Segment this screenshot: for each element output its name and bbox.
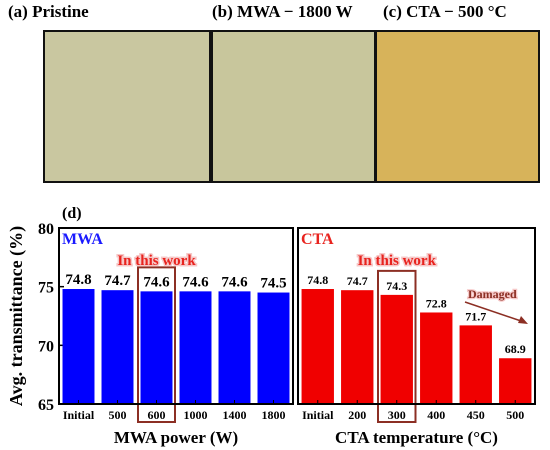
cta-value-label: 71.7	[465, 309, 486, 323]
mwa-x-tick-label: Initial	[63, 408, 95, 422]
caption-pristine: (a) Pristine	[8, 2, 89, 21]
mwa-value-label: 74.8	[65, 272, 91, 288]
cta-value-label: 74.8	[307, 273, 328, 287]
mwa-panel-frame	[58, 227, 294, 405]
cta-highlight-box	[377, 269, 417, 423]
cta-bar	[301, 289, 334, 404]
damaged-arrowhead	[518, 316, 528, 324]
cta-bar	[459, 325, 492, 404]
photo-cta-500c	[375, 30, 540, 183]
mwa-x-tick-label: 1400	[223, 408, 247, 422]
mwa-value-label: 74.6	[221, 274, 248, 290]
mwa-x-tick-label: 600	[148, 408, 166, 422]
cta-value-label: 74.3	[386, 279, 407, 293]
cta-value-label: 74.7	[347, 274, 368, 288]
mwa-value-label: 74.5	[260, 276, 286, 292]
cta-panel-frame	[297, 227, 536, 405]
caption-mwa-1800w: (b) MWA − 1800 W	[212, 2, 353, 21]
mwa-x-tick-label: 1000	[184, 408, 208, 422]
cta-x-tick-label: 400	[427, 408, 445, 422]
cta-value-label: 72.8	[426, 296, 447, 310]
y-tick-label: 70	[38, 338, 54, 355]
mwa-highlight-box	[137, 266, 176, 423]
damaged-trend-arrow	[464, 301, 525, 323]
cta-bar	[380, 294, 413, 404]
cta-bar	[420, 312, 453, 404]
y-tick-label: 75	[38, 280, 54, 297]
cta-bar	[341, 290, 374, 404]
cta-annotation: In this work	[358, 253, 437, 269]
mwa-x-tick-label: 500	[109, 408, 127, 422]
panel-label-d: (d)	[62, 205, 82, 222]
cta-value-label: 68.9	[505, 342, 526, 356]
mwa-bar	[140, 291, 173, 404]
mwa-value-label: 74.6	[182, 274, 209, 290]
mwa-bar	[218, 291, 251, 404]
photo-pristine	[43, 30, 211, 183]
cta-x-axis-label: CTA temperature (°C)	[335, 428, 498, 447]
y-tick-label: 80	[38, 221, 54, 238]
mwa-value-label: 74.7	[104, 273, 131, 289]
mwa-x-axis-label: MWA power (W)	[114, 428, 238, 447]
y-axis-label: Avg. transmittance (%)	[6, 226, 27, 406]
mwa-value-label: 74.6	[143, 274, 170, 290]
cta-x-tick-label: 200	[348, 408, 366, 422]
cta-x-tick-label: 500	[506, 408, 524, 422]
cta-panel-title: CTA	[301, 231, 334, 248]
mwa-bar	[101, 290, 134, 404]
mwa-bar	[62, 289, 95, 404]
photo-mwa-1800w	[211, 30, 376, 183]
y-tick-label: 65	[38, 397, 54, 414]
mwa-annotation: In this work	[117, 253, 196, 269]
caption-cta-500c: (c) CTA − 500 °C	[383, 2, 507, 21]
mwa-bar	[257, 292, 290, 404]
mwa-panel-title: MWA	[62, 231, 103, 248]
cta-x-tick-label: Initial	[302, 408, 334, 422]
mwa-bar	[179, 291, 212, 404]
cta-bar	[499, 358, 532, 404]
cta-x-tick-label: 450	[467, 408, 485, 422]
damaged-label: Damaged	[468, 287, 517, 301]
mwa-x-tick-label: 1800	[262, 408, 286, 422]
cta-x-tick-label: 300	[388, 408, 406, 422]
